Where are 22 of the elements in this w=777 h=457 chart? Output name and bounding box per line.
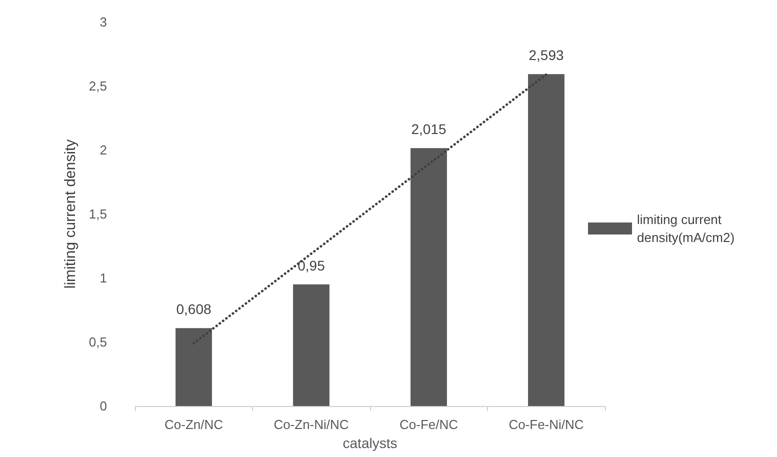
y-tick-label: 0 (100, 398, 107, 414)
data-label: 2,015 (411, 121, 446, 138)
data-label: 0,608 (176, 301, 212, 318)
data-label: 2,593 (528, 47, 564, 64)
y-tick-label: 3 (100, 14, 107, 30)
data-label: 0,95 (298, 257, 326, 274)
x-tick-label: Co-Zn/NC (164, 417, 224, 432)
bar (528, 74, 564, 406)
bar (293, 284, 330, 406)
y-tick-label: 1,5 (88, 206, 107, 222)
bar (410, 148, 447, 406)
y-tick-label: 1 (100, 270, 107, 286)
x-axis-title: catalysts (342, 434, 398, 451)
y-axis-title: limiting current density (62, 138, 80, 289)
x-tick-label: Co-Fe/NC (399, 417, 458, 432)
bar (176, 328, 212, 406)
y-tick-label: 2,5 (88, 78, 107, 94)
x-tick-label: Co-Fe-Ni/NC (508, 417, 584, 432)
legend-label: limiting current density(mA/cm2) (637, 212, 735, 245)
y-tick-label: 0,5 (88, 334, 107, 350)
x-tick-label: Co-Zn-Ni/NC (274, 417, 349, 432)
y-tick-label: 2 (100, 142, 107, 158)
